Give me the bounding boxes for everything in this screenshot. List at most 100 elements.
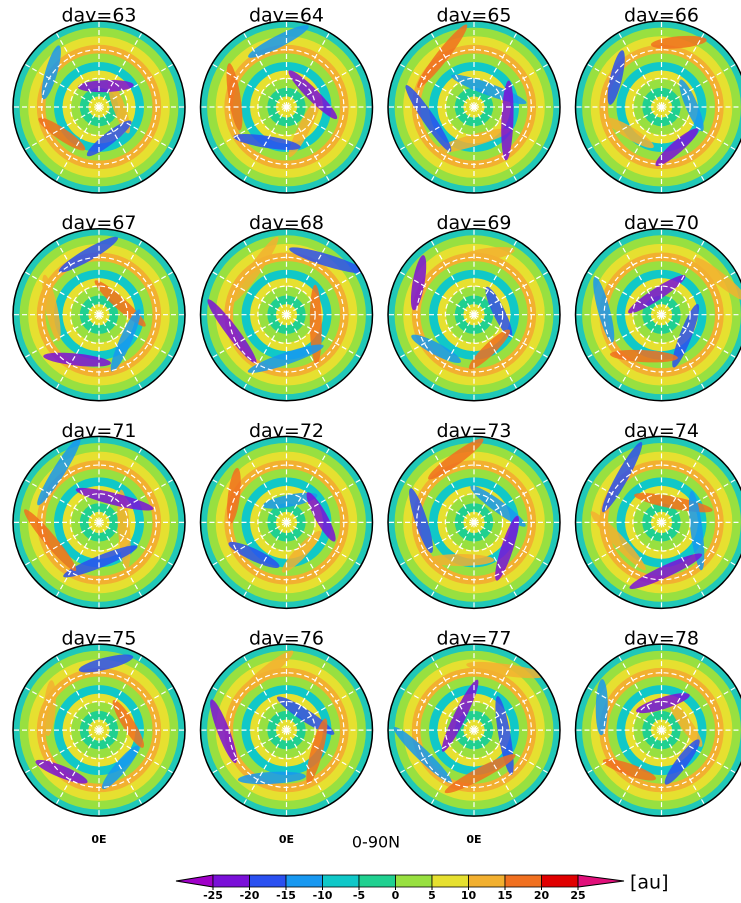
meridian — [399, 686, 475, 731]
meridian — [473, 239, 518, 316]
meridian — [98, 655, 143, 731]
meridian — [586, 271, 662, 316]
map-border — [199, 643, 374, 817]
meridian — [286, 686, 362, 731]
meridian — [242, 447, 288, 523]
meridian — [98, 271, 174, 316]
meridian — [285, 106, 331, 182]
swirl — [609, 349, 678, 363]
colorbar-tick-label: 25 — [570, 889, 585, 902]
polar-map — [387, 20, 561, 194]
meridian — [286, 63, 362, 108]
meridian — [617, 447, 663, 523]
meridian — [55, 729, 100, 805]
colorbar-tick-label: -5 — [353, 889, 365, 902]
map-border — [12, 20, 186, 194]
polar-map — [12, 643, 186, 817]
meridian — [660, 522, 706, 598]
meridian — [617, 239, 663, 316]
meridian — [98, 63, 174, 108]
polar-map — [12, 20, 186, 194]
polar-map — [12, 435, 186, 610]
meridian — [473, 314, 518, 390]
meridian — [430, 32, 475, 108]
meridian — [617, 106, 663, 182]
meridian — [98, 314, 174, 359]
colorbar-segment — [468, 874, 506, 888]
swirl — [24, 509, 77, 572]
polar-map — [574, 227, 741, 402]
meridian — [285, 522, 331, 598]
swirl — [248, 25, 309, 58]
meridian — [473, 521, 549, 566]
swirl — [444, 754, 516, 794]
meridian — [285, 447, 331, 523]
meridian — [211, 314, 287, 359]
swirl — [43, 680, 56, 737]
meridian — [399, 63, 475, 108]
meridian — [473, 106, 549, 151]
meridian — [55, 239, 100, 316]
meridian — [586, 729, 662, 774]
meridian — [98, 106, 174, 151]
lon-label: 0E — [91, 833, 106, 846]
meridian — [98, 106, 143, 182]
meridian — [473, 729, 549, 774]
panel-title: day=68 — [249, 212, 324, 234]
swirl — [655, 128, 699, 167]
meridian — [211, 729, 287, 774]
meridian — [285, 729, 331, 805]
swirl — [628, 275, 686, 314]
meridian — [430, 655, 475, 731]
swirl — [411, 334, 461, 363]
swirl — [485, 286, 513, 338]
meridian — [98, 521, 174, 566]
colorbar-tick-label: -20 — [240, 889, 260, 902]
meridian — [473, 63, 549, 108]
colorbar-tick-label: -15 — [276, 889, 296, 902]
colorbar-segment — [395, 874, 433, 888]
meridian — [617, 729, 663, 805]
polar-map — [387, 435, 561, 610]
meridian — [399, 314, 475, 359]
swirl — [37, 437, 81, 506]
meridian — [473, 32, 518, 108]
meridian — [55, 106, 100, 182]
colorbar-segment — [212, 874, 250, 888]
map-border — [574, 643, 741, 817]
meridian — [399, 106, 475, 151]
meridian — [286, 521, 362, 566]
meridian — [586, 63, 662, 108]
meridian — [399, 521, 475, 566]
swirl — [77, 80, 134, 93]
meridian — [430, 447, 475, 523]
meridian — [473, 655, 518, 731]
meridian — [24, 686, 100, 731]
swirl — [593, 276, 615, 343]
swirl — [35, 759, 88, 784]
meridian — [661, 63, 737, 108]
swirl — [210, 699, 237, 764]
meridian — [24, 106, 100, 151]
meridian — [586, 478, 662, 523]
meridian — [473, 729, 518, 805]
swirl — [426, 553, 495, 566]
panel-title: day=65 — [436, 5, 511, 27]
meridian — [430, 729, 475, 805]
meridian — [660, 729, 706, 805]
panel-title: day=74 — [624, 420, 699, 442]
polar-map — [387, 227, 561, 402]
swirl — [602, 442, 643, 513]
meridian — [661, 729, 737, 774]
swirl — [38, 117, 86, 151]
panel-title: day=66 — [624, 5, 699, 27]
colorbar-segment — [285, 874, 323, 888]
meridian — [211, 63, 287, 108]
meridian — [399, 271, 475, 316]
meridian — [98, 239, 143, 316]
meridian — [285, 239, 331, 316]
swirl — [409, 488, 433, 553]
meridian — [98, 729, 174, 774]
swirl — [306, 718, 328, 785]
meridian — [660, 239, 706, 316]
